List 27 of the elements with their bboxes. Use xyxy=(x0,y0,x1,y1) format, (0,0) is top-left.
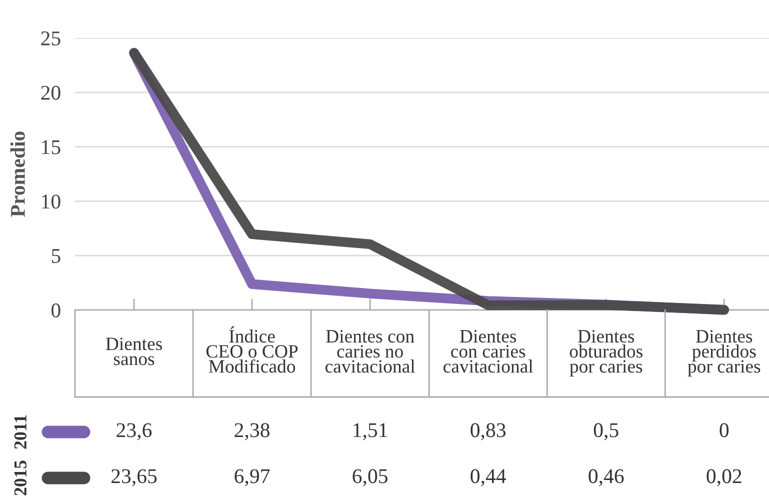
x-tick-label: Índice CEO o COP Modificado xyxy=(206,326,298,373)
data-label: 1,51 xyxy=(354,423,388,440)
data-label: 0,5 xyxy=(594,423,618,440)
x-tick-label: Dientes perdidos por caries xyxy=(688,330,760,377)
data-label: 6,05 xyxy=(352,469,388,486)
x-tick-label: Dientes sanos xyxy=(106,338,162,366)
legend-label: 2011 xyxy=(14,415,27,449)
data-label: 0,44 xyxy=(470,469,506,486)
data-label: 6,97 xyxy=(234,469,270,486)
x-tick-label: Dientes obturados por caries xyxy=(570,330,642,377)
data-label: 0 xyxy=(720,423,729,438)
x-tick-label: Dientes con caries no cavitacional xyxy=(325,330,415,373)
data-label: 0,83 xyxy=(470,423,506,440)
data-label: 23,6 xyxy=(116,423,152,440)
y-tick-label: 10 xyxy=(42,194,60,209)
data-label: 23,65 xyxy=(111,469,157,486)
y-tick-label: 25 xyxy=(41,31,60,46)
y-tick-label: 20 xyxy=(41,86,60,100)
data-label: 0,02 xyxy=(706,469,742,486)
x-tick-label: Dientes con caries cavitacional xyxy=(444,330,534,373)
data-label: 2,38 xyxy=(234,423,270,440)
y-tick-label: 15 xyxy=(42,140,60,154)
data-label: 0,46 xyxy=(588,469,624,486)
y-axis-title: Promedio xyxy=(10,132,25,217)
legend-label: 2015 xyxy=(14,460,27,496)
y-tick-label: 0 xyxy=(51,303,60,318)
y-tick-label: 5 xyxy=(52,249,60,264)
